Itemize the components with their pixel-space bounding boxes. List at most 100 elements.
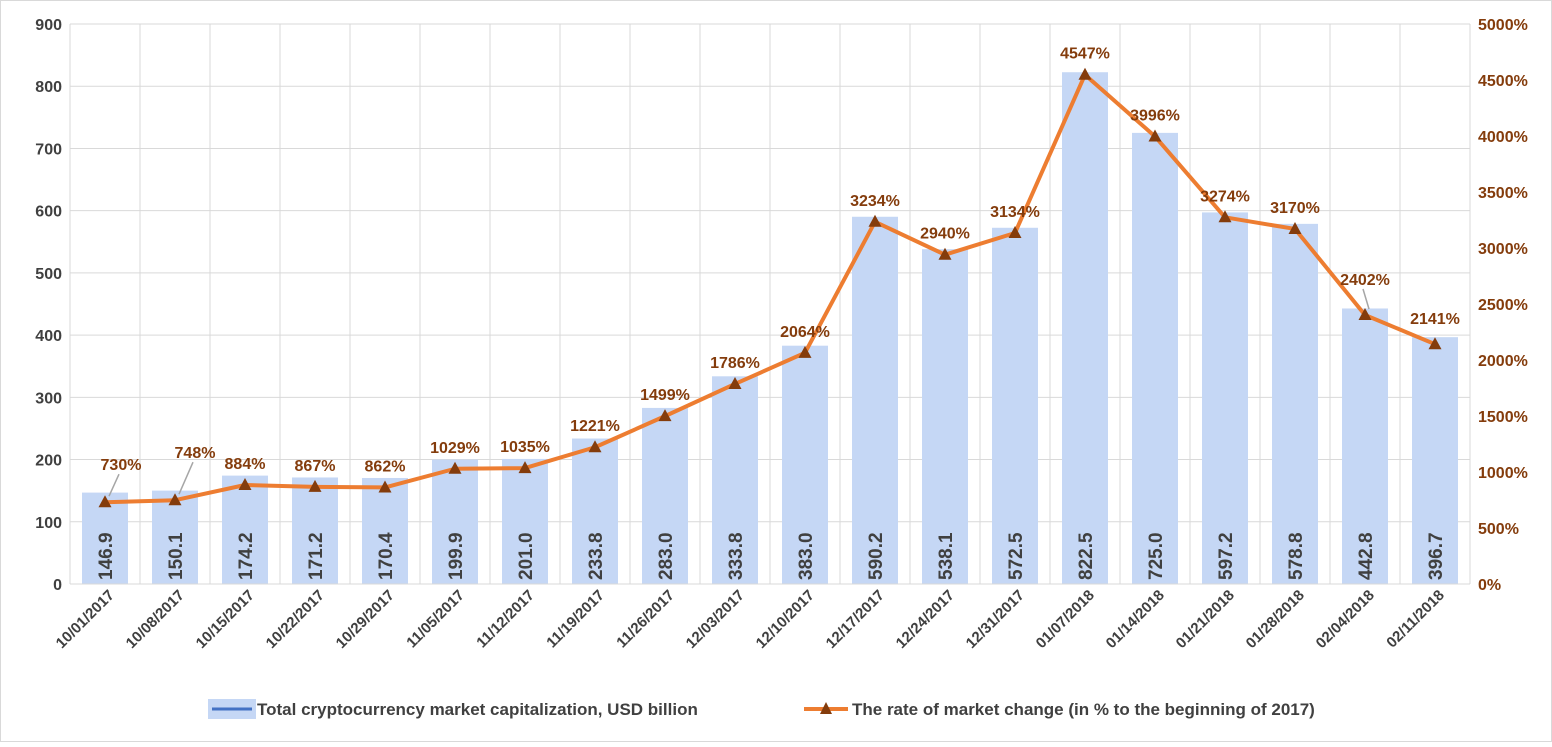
bar: [712, 376, 758, 584]
line-value-label: 1499%: [640, 387, 690, 404]
line-value-label: 1035%: [500, 439, 550, 456]
y-left-tick-label: 400: [35, 328, 62, 345]
bar-value-label: 171.2: [306, 532, 327, 580]
bar: [782, 345, 828, 584]
bar-series: [82, 72, 1458, 585]
line-value-label: 3134%: [990, 204, 1040, 221]
line-value-label: 3274%: [1200, 188, 1250, 205]
line-marker: [378, 480, 392, 493]
line-marker: [1148, 129, 1162, 142]
bar-value-label: 170.4: [376, 532, 397, 580]
bar: [1342, 308, 1388, 584]
bar-value-label: 333.8: [726, 532, 747, 580]
legend-label-bar: Total cryptocurrency market capitalizati…: [257, 700, 698, 719]
line-marker: [938, 247, 952, 260]
bar: [922, 249, 968, 584]
y-left-tick-label: 500: [35, 266, 62, 283]
y-left-tick-label: 700: [35, 141, 62, 158]
line-marker: [448, 461, 462, 474]
line-series: [98, 67, 1442, 508]
line-value-label: 884%: [225, 456, 266, 473]
line-marker: [1428, 337, 1442, 350]
y-axis-right: 0% 500% 1000% 1500% 2000% 2500% 3000% 3500% 4000…: [1478, 17, 1528, 594]
bar: [82, 492, 128, 584]
line-value-label: 2064%: [780, 324, 830, 341]
bar: [222, 475, 268, 584]
bar: [362, 477, 408, 584]
bar-value-label: 201.0: [516, 532, 537, 580]
bar: [502, 458, 548, 584]
line-marker: [1288, 221, 1302, 234]
y-right-tick-label: 1500%: [1478, 409, 1528, 426]
bar: [572, 438, 618, 584]
bar-value-label: 396.7: [1426, 532, 1447, 580]
line-marker: [1008, 225, 1022, 238]
bar-value-label: 590.2: [866, 532, 887, 580]
bar: [152, 490, 198, 584]
line-value-label: 730%: [101, 457, 142, 474]
bar-value-label: 233.8: [586, 532, 607, 580]
y-right-tick-label: 2500%: [1478, 297, 1528, 314]
leader-line: [178, 461, 194, 495]
line-marker: [518, 461, 532, 474]
y-right-tick-label: 0%: [1478, 577, 1501, 594]
y-right-tick-label: 2000%: [1478, 353, 1528, 370]
legend-swatch-marker: [820, 702, 832, 714]
line-marker: [728, 376, 742, 389]
bar: [1272, 223, 1318, 584]
line-value-label: 862%: [365, 458, 406, 475]
y-left-tick-label: 600: [35, 204, 62, 221]
bar-value-label: 725.0: [1146, 532, 1167, 580]
line-marker: [168, 493, 182, 506]
line-marker: [1218, 210, 1232, 223]
legend-label-line: The rate of market change (in % to the b…: [852, 700, 1315, 719]
bar-value-label: 597.2: [1216, 532, 1237, 580]
line-marker: [98, 495, 112, 508]
bar-value-label: 578.8: [1286, 532, 1307, 580]
bar-value-label: 199.9: [446, 532, 467, 580]
line-value-label: 3234%: [850, 193, 900, 210]
line-data-labels: 730% 748% 884% 867% 862% 1029% 1035% 1221% 1499%…: [101, 46, 1460, 476]
leader-line: [1362, 288, 1370, 310]
line-marker: [308, 479, 322, 492]
leader-lines: [108, 288, 1370, 497]
line-marker: [798, 345, 812, 358]
y-right-tick-label: 4000%: [1478, 129, 1528, 146]
bar-value-label: 822.5: [1076, 532, 1097, 580]
bar: [1202, 212, 1248, 585]
bar: [852, 216, 898, 584]
line-value-label: 2940%: [920, 226, 970, 243]
bar: [1412, 337, 1458, 584]
legend: Total cryptocurrency market capitalizati…: [208, 699, 1315, 719]
y-left-tick-label: 200: [35, 453, 62, 470]
line-marker: [658, 409, 672, 422]
y-right-tick-label: 1000%: [1478, 465, 1528, 482]
y-left-tick-label: 300: [35, 390, 62, 407]
y-left-tick-label: 0: [53, 577, 62, 594]
line-value-label: 1221%: [570, 418, 620, 435]
bar: [432, 459, 478, 584]
line-value-label: 3996%: [1130, 107, 1180, 124]
bar-value-label: 150.1: [166, 532, 187, 580]
bar-value-label: 572.5: [1006, 532, 1027, 580]
y-right-tick-label: 5000%: [1478, 17, 1528, 34]
line-value-label: 1786%: [710, 355, 760, 372]
bar-value-label: 538.1: [936, 532, 957, 580]
gridlines: [69, 23, 1471, 585]
line-value-label: 748%: [175, 445, 216, 462]
bar-value-label: 383.0: [796, 532, 817, 580]
bar-value-label: 174.2: [236, 532, 257, 580]
line-value-label: 867%: [295, 458, 336, 475]
line-marker: [588, 440, 602, 453]
bar: [992, 227, 1038, 584]
y-right-tick-label: 3000%: [1478, 241, 1528, 258]
line-value-label: 4547%: [1060, 46, 1110, 63]
line-value-label: 3170%: [1270, 200, 1320, 217]
y-right-tick-label: 3500%: [1478, 185, 1528, 202]
line-marker: [1078, 67, 1092, 80]
y-left-tick-label: 900: [35, 17, 62, 34]
line-value-label: 2141%: [1410, 311, 1460, 328]
line-value-label: 2402%: [1340, 272, 1390, 289]
y-right-tick-label: 500%: [1478, 521, 1519, 538]
